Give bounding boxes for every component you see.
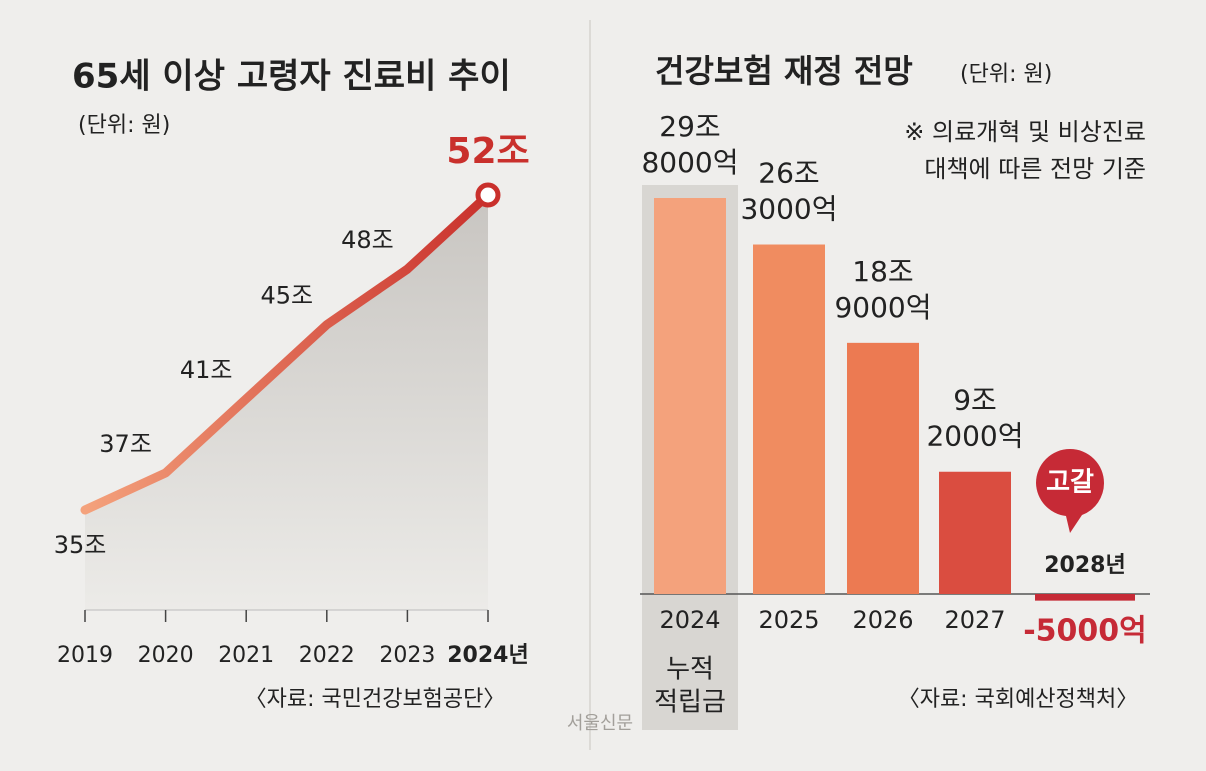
data-label: -5000억 [1023,614,1147,649]
end-marker [475,182,501,208]
data-label: 41조 [180,356,233,384]
x-tick-label: 2022 [299,643,355,668]
depletion-bubble [1036,449,1105,533]
data-label: 26조 [758,157,819,190]
data-label: 45조 [260,282,313,310]
x-tick-label: 2021 [218,643,274,668]
chart-title: 65세 이상 고령자 진료비 추이 [72,57,511,97]
x-tick-label: 2020 [138,643,194,668]
bar [847,342,919,594]
bar [654,198,726,594]
data-label: 9조 [953,384,997,417]
x-tick-label: 2025 [758,606,819,634]
note: ※ 의료개혁 및 비상진료 [904,118,1146,146]
data-label: 37조 [99,430,152,458]
note: 대책에 따른 전망 기준 [924,155,1146,183]
x-tick-label: 2026 [852,606,913,634]
data-label: 35조 [54,531,107,559]
annotation: 고갈 [1046,468,1094,498]
data-label: 29조 [659,110,720,143]
annotation: 적립금 [654,688,726,718]
x-tick-label: 2023 [379,643,435,668]
bar [753,244,825,594]
x-tick-label: 2028년 [1044,553,1125,578]
data-label: 48조 [341,226,394,254]
source: 〈자료: 국회예산정책처〉 [898,687,1139,712]
x-tick-label: 2024 [659,606,720,634]
area [85,195,488,610]
x-tick-label: 2027 [944,606,1005,634]
x-tick-label: 2024년 [447,643,528,668]
source: 〈자료: 국민건강보험공단〉 [245,687,506,712]
bar [939,471,1011,594]
x-tick-label: 2019 [57,643,113,668]
data-label: 2000억 [926,420,1023,453]
chart-subtitle: (단위: 원) [960,62,1052,87]
data-label: 9000억 [834,291,931,324]
data-label: 52조 [446,131,529,172]
data-label: 3000억 [740,193,837,226]
credit: 서울신문 [567,713,633,734]
chart-title: 건강보험 재정 전망 [655,52,913,90]
data-label: 18조 [852,255,913,288]
data-label: 8000억 [641,146,738,179]
chart-subtitle: (단위: 원) [78,113,170,138]
bar [1035,594,1135,601]
line [80,190,493,515]
annotation: 누적 [666,655,714,685]
